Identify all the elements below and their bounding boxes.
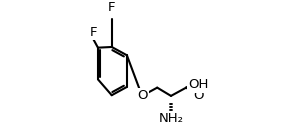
Text: NH₂: NH₂ <box>159 112 184 125</box>
Text: O: O <box>137 89 147 102</box>
Text: OH: OH <box>188 78 209 91</box>
Text: F: F <box>90 26 97 39</box>
Text: O: O <box>193 89 204 102</box>
Text: F: F <box>108 1 115 14</box>
